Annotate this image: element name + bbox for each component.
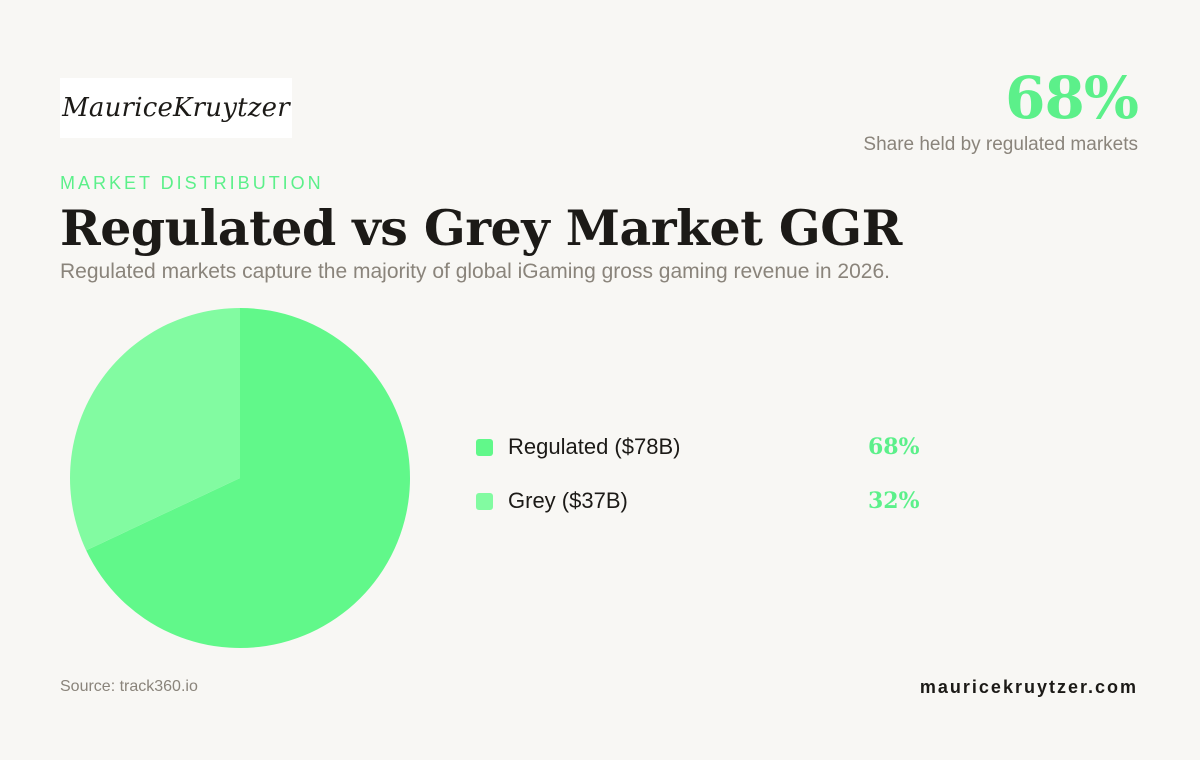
legend-label-grey: Grey ($37B) [508,488,628,513]
legend-percent-regulated: 68% [868,434,920,460]
legend-swatch-grey [476,492,493,510]
chart-title: Regulated vs Grey Market GGR [60,199,902,257]
kpi-value: 68% [1005,64,1139,132]
source-note: Source: track360.io [60,678,198,695]
kpi-label: Share held by regulated markets [863,134,1138,155]
legend-label-regulated: Regulated ($78B) [508,434,681,459]
section-eyebrow: MARKET DISTRIBUTION [60,173,324,193]
legend-item-regulated: Regulated ($78B) 68% [476,420,936,474]
legend-item-grey: Grey ($37B) 32% [476,474,936,528]
pie-chart [69,308,411,648]
kpi-block: 68% Share held by regulated markets [863,64,1139,156]
legend-swatch-regulated [476,438,493,456]
chart-subtitle: Regulated markets capture the majority o… [60,260,890,283]
website-link[interactable]: mauricekruytzer.com [919,677,1138,697]
legend-percent-grey: 32% [868,488,920,514]
pie-slice-grey [69,308,241,551]
logo-text: MauriceKruytzer [62,93,290,123]
pie-slice-regulated [86,308,411,648]
chart-legend: Regulated ($78B) 68% Grey ($37B) 32% [476,420,936,528]
brand-logo: MauriceKruytzer [60,78,292,138]
